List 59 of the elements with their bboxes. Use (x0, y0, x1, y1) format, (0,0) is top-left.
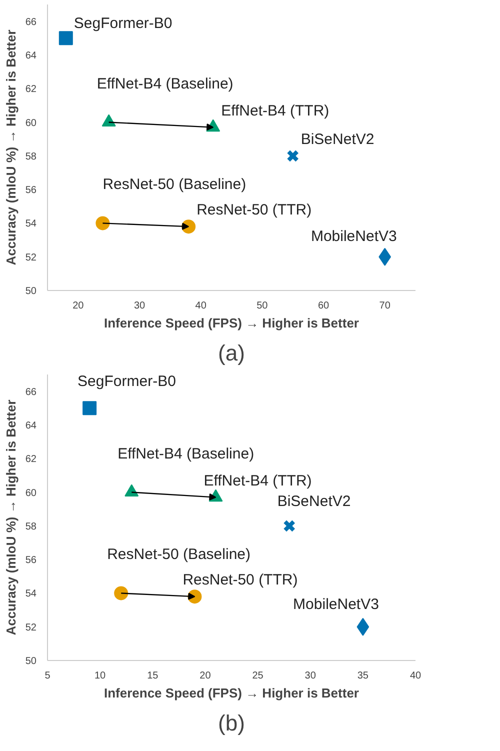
series-label: ResNet-50 (Baseline) (107, 546, 251, 564)
x-tick-label: 30 (134, 300, 146, 312)
point (283, 520, 296, 532)
x-tick-label: 10 (94, 670, 106, 682)
x-tick-label: 15 (147, 670, 159, 682)
y-tick-label: 52 (25, 252, 37, 264)
point (286, 150, 300, 162)
series-label: BiSeNetV2 (300, 130, 374, 148)
x-tick-label: 5 (44, 670, 51, 682)
series-label: EffNet-B4 (Baseline) (118, 445, 254, 462)
y-tick-label: 66 (25, 386, 37, 398)
x-tick-label: 30 (304, 670, 316, 682)
y-tick-label: 54 (25, 218, 37, 230)
y-tick-label: 66 (25, 16, 37, 28)
y-tick-label: 52 (25, 622, 37, 634)
y-axis-title: Accuracy (mIoU %) → Higher is Better (3, 400, 18, 636)
point (356, 618, 370, 636)
series-label: ResNet-50 (TTR) (182, 572, 298, 589)
series-label: MobileNetV3 (310, 228, 397, 245)
y-tick-label: 60 (25, 118, 37, 129)
y-tick-label: 58 (25, 521, 37, 532)
point (58, 31, 73, 46)
x-axis-title: Inference Speed (FPS) → Higher is Better (104, 686, 360, 700)
series-label: SegFormer-B0 (78, 373, 176, 390)
series-label: EffNet-B4 (TTR) (204, 472, 312, 490)
series-label: EffNet-B4 (TTR) (221, 102, 330, 120)
series-label: SegFormer-B0 (74, 15, 172, 32)
point (82, 401, 97, 416)
x-tick-label: 50 (256, 300, 268, 312)
x-tick-label: 20 (72, 300, 84, 312)
series-label: EffNet-B4 (Baseline) (96, 75, 234, 92)
x-tick-label: 60 (318, 300, 330, 312)
point (114, 586, 128, 600)
y-tick-label: 50 (25, 656, 37, 667)
y-tick-label: 56 (25, 555, 37, 566)
series-label: ResNet-50 (Baseline) (102, 176, 246, 194)
series-label: BiSeNetV2 (277, 492, 351, 510)
y-tick-label: 50 (25, 286, 37, 297)
x-tick-label: 35 (357, 670, 369, 682)
y-tick-label: 58 (25, 151, 37, 162)
y-axis-title: Accuracy (mIoU %) → Higher is Better (3, 30, 18, 266)
x-axis-title: Inference Speed (FPS) → Higher is Better (104, 316, 360, 330)
y-tick-label: 56 (25, 185, 37, 196)
y-tick-label: 60 (25, 488, 37, 499)
series-label: ResNet-50 (TTR) (196, 202, 312, 219)
series-label: MobileNetV3 (293, 596, 379, 613)
y-tick-label: 62 (25, 454, 37, 466)
text: (b) (218, 710, 245, 736)
y-tick-label: 62 (25, 84, 37, 96)
y-tick-label: 54 (25, 588, 37, 600)
text: (a) (218, 340, 245, 366)
y-tick-label: 64 (25, 50, 37, 62)
x-tick-label: 25 (252, 670, 264, 682)
x-tick-label: 20 (200, 670, 212, 682)
y-tick-label: 64 (25, 420, 37, 432)
x-tick-label: 70 (379, 300, 391, 312)
x-tick-label: 40 (195, 300, 207, 312)
x-tick-label: 40 (410, 670, 422, 682)
point (96, 216, 110, 230)
